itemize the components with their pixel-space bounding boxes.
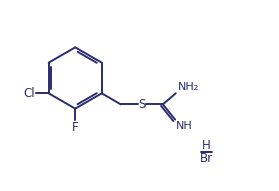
Text: Br: Br bbox=[200, 152, 213, 165]
Text: S: S bbox=[138, 98, 146, 111]
Text: NH: NH bbox=[176, 121, 193, 131]
Text: H: H bbox=[202, 139, 211, 152]
Text: NH₂: NH₂ bbox=[178, 82, 199, 91]
Text: Cl: Cl bbox=[23, 87, 35, 100]
Text: F: F bbox=[72, 121, 78, 134]
